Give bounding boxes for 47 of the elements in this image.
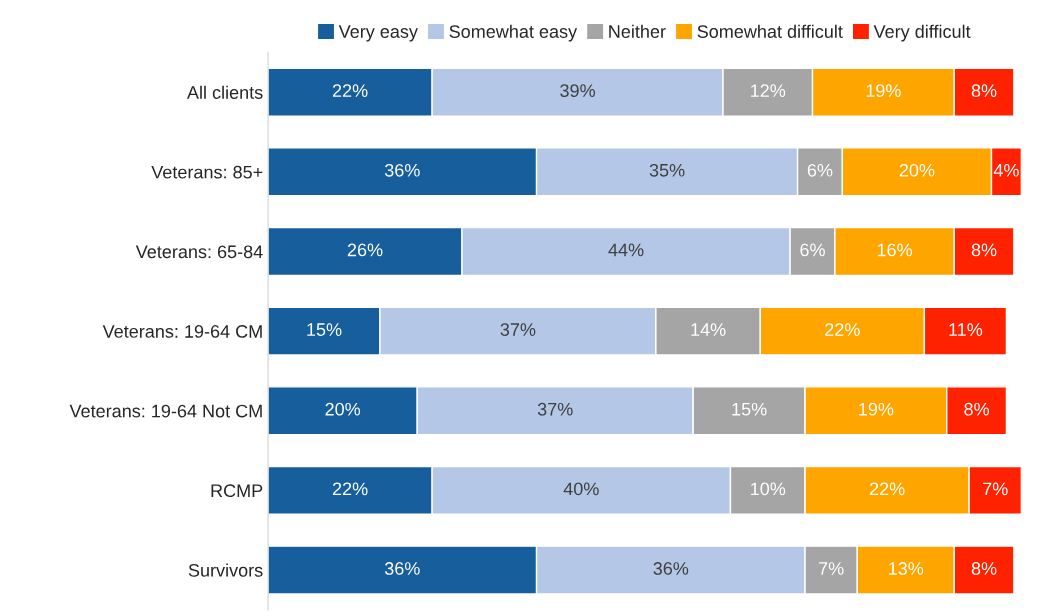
y-tick-label: All clients (186, 85, 263, 99)
y-tick-label: Veterans: 19-64 Not CM (69, 404, 262, 418)
legend-label: Very difficult (873, 24, 971, 42)
legend-label: Somewhat easy (449, 24, 578, 42)
data-label: 39% (560, 84, 595, 98)
data-label: 8% (971, 562, 997, 575)
data-label: 7% (819, 562, 844, 575)
data-label: 22% (332, 84, 368, 97)
data-label: 22% (332, 482, 368, 496)
data-label: 12% (751, 84, 786, 97)
data-label: 36% (384, 163, 420, 177)
data-label: 20% (899, 163, 935, 177)
data-label: 26% (347, 243, 383, 257)
legend-label: Neither (609, 24, 666, 38)
data-label: 16% (877, 243, 912, 257)
data-label: 35% (649, 163, 685, 177)
data-label: 13% (889, 562, 924, 575)
data-label: 36% (653, 562, 689, 575)
data-label: 37% (537, 402, 573, 416)
data-label: 10% (751, 482, 786, 496)
data-label: 6% (800, 243, 825, 257)
data-label: 36% (384, 562, 420, 575)
y-tick-label: Veterans: 85+ (151, 165, 263, 179)
data-label: 22% (869, 482, 905, 496)
data-label: 22% (825, 323, 860, 336)
data-label: 4% (993, 163, 1019, 177)
data-label: 19% (866, 84, 901, 98)
data-label: 6% (807, 163, 833, 177)
y-tick-label: Veterans: 19-64 CM (102, 325, 262, 338)
y-tick-label: Veterans: 65-84 (135, 245, 263, 259)
y-tick-label: RCMP (211, 484, 263, 498)
data-label: 11% (949, 323, 983, 336)
data-label: 8% (971, 243, 997, 257)
data-label: 7% (983, 482, 1008, 496)
data-label: 8% (971, 84, 997, 98)
legend-label: Very easy (338, 25, 418, 42)
data-label: 19% (859, 402, 894, 416)
data-label: 20% (325, 402, 361, 416)
data-label: 44% (608, 243, 644, 257)
data-label: 15% (307, 323, 342, 336)
data-label: 14% (691, 323, 726, 336)
data-label: 37% (500, 323, 536, 336)
data-label: 8% (964, 402, 989, 416)
y-tick-label: Survivors (188, 563, 263, 577)
data-label: 15% (732, 402, 767, 416)
legend-label: Somewhat difficult (697, 24, 843, 38)
data-label: 40% (563, 482, 599, 496)
